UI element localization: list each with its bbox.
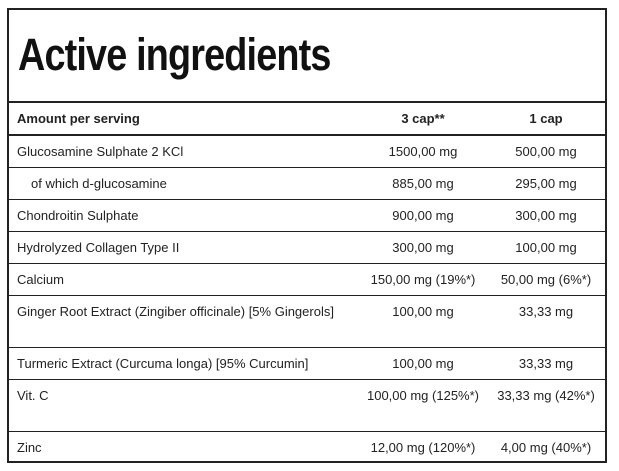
ingredient-name: Turmeric Extract (Curcuma longa) [95% Cu… — [17, 356, 309, 371]
amount-one-cap: 50,00 mg (6%*) — [500, 272, 592, 287]
table-row: Zinc 12,00 mg (120%*) 4,00 mg (40%*) — [9, 431, 605, 464]
amount-one-cap: 33,33 mg — [518, 356, 574, 371]
amount-three-cap: 900,00 mg — [392, 208, 454, 223]
amount-one-cap: 300,00 mg — [515, 208, 577, 223]
ingredient-name: Vit. C — [17, 388, 49, 403]
table-row: Hydrolyzed Collagen Type II 300,00 mg 10… — [9, 231, 605, 264]
ingredient-name: Chondroitin Sulphate — [17, 208, 139, 223]
amount-three-cap: 100,00 mg — [392, 304, 454, 319]
amount-three-cap: 100,00 mg (125%*) — [366, 388, 479, 403]
page-title: Active ingredients — [18, 29, 331, 80]
amount-one-cap: 100,00 mg — [515, 240, 577, 255]
table-row: Ginger Root Extract (Zingiber officinale… — [9, 295, 605, 348]
amount-one-cap: 4,00 mg (40%*) — [500, 440, 592, 455]
amount-three-cap: 300,00 mg — [392, 240, 454, 255]
ingredients-table: Amount per serving 3 cap** 1 cap Glucosa… — [9, 101, 605, 463]
amount-three-cap: 100,00 mg — [392, 356, 454, 371]
table-row: Turmeric Extract (Curcuma longa) [95% Cu… — [9, 347, 605, 380]
table-row: of which d-glucosamine 885,00 mg 295,00 … — [9, 167, 605, 200]
table-row: Chondroitin Sulphate 900,00 mg 300,00 mg — [9, 199, 605, 232]
header-three-cap: 3 cap** — [401, 111, 445, 126]
ingredient-name: of which d-glucosamine — [31, 176, 167, 191]
ingredients-panel: Active ingredients Amount per serving 3 … — [7, 8, 607, 463]
amount-three-cap: 885,00 mg — [392, 176, 454, 191]
amount-three-cap: 150,00 mg (19%*) — [370, 272, 476, 287]
ingredient-name: Glucosamine Sulphate 2 KCl — [17, 144, 184, 159]
header-one-cap: 1 cap — [529, 111, 563, 126]
amount-three-cap: 1500,00 mg — [388, 144, 458, 159]
amount-three-cap: 12,00 mg (120%*) — [370, 440, 476, 455]
amount-one-cap: 33,33 mg — [518, 304, 574, 319]
table-row: Vit. C 100,00 mg (125%*) 33,33 mg (42%*) — [9, 379, 605, 432]
table-row: Glucosamine Sulphate 2 KCl 1500,00 mg 50… — [9, 135, 605, 168]
ingredient-name: Hydrolyzed Collagen Type II — [17, 240, 180, 255]
ingredient-name: Zinc — [17, 440, 42, 455]
table-header-row: Amount per serving 3 cap** 1 cap — [9, 102, 605, 135]
header-amount-per-serving: Amount per serving — [17, 111, 140, 126]
amount-one-cap: 33,33 mg (42%*) — [497, 388, 595, 403]
table-row: Calcium 150,00 mg (19%*) 50,00 mg (6%*) — [9, 263, 605, 296]
amount-one-cap: 295,00 mg — [515, 176, 577, 191]
amount-one-cap: 500,00 mg — [515, 144, 577, 159]
ingredient-name: Ginger Root Extract (Zingiber officinale… — [17, 304, 334, 319]
ingredient-name: Calcium — [17, 272, 64, 287]
